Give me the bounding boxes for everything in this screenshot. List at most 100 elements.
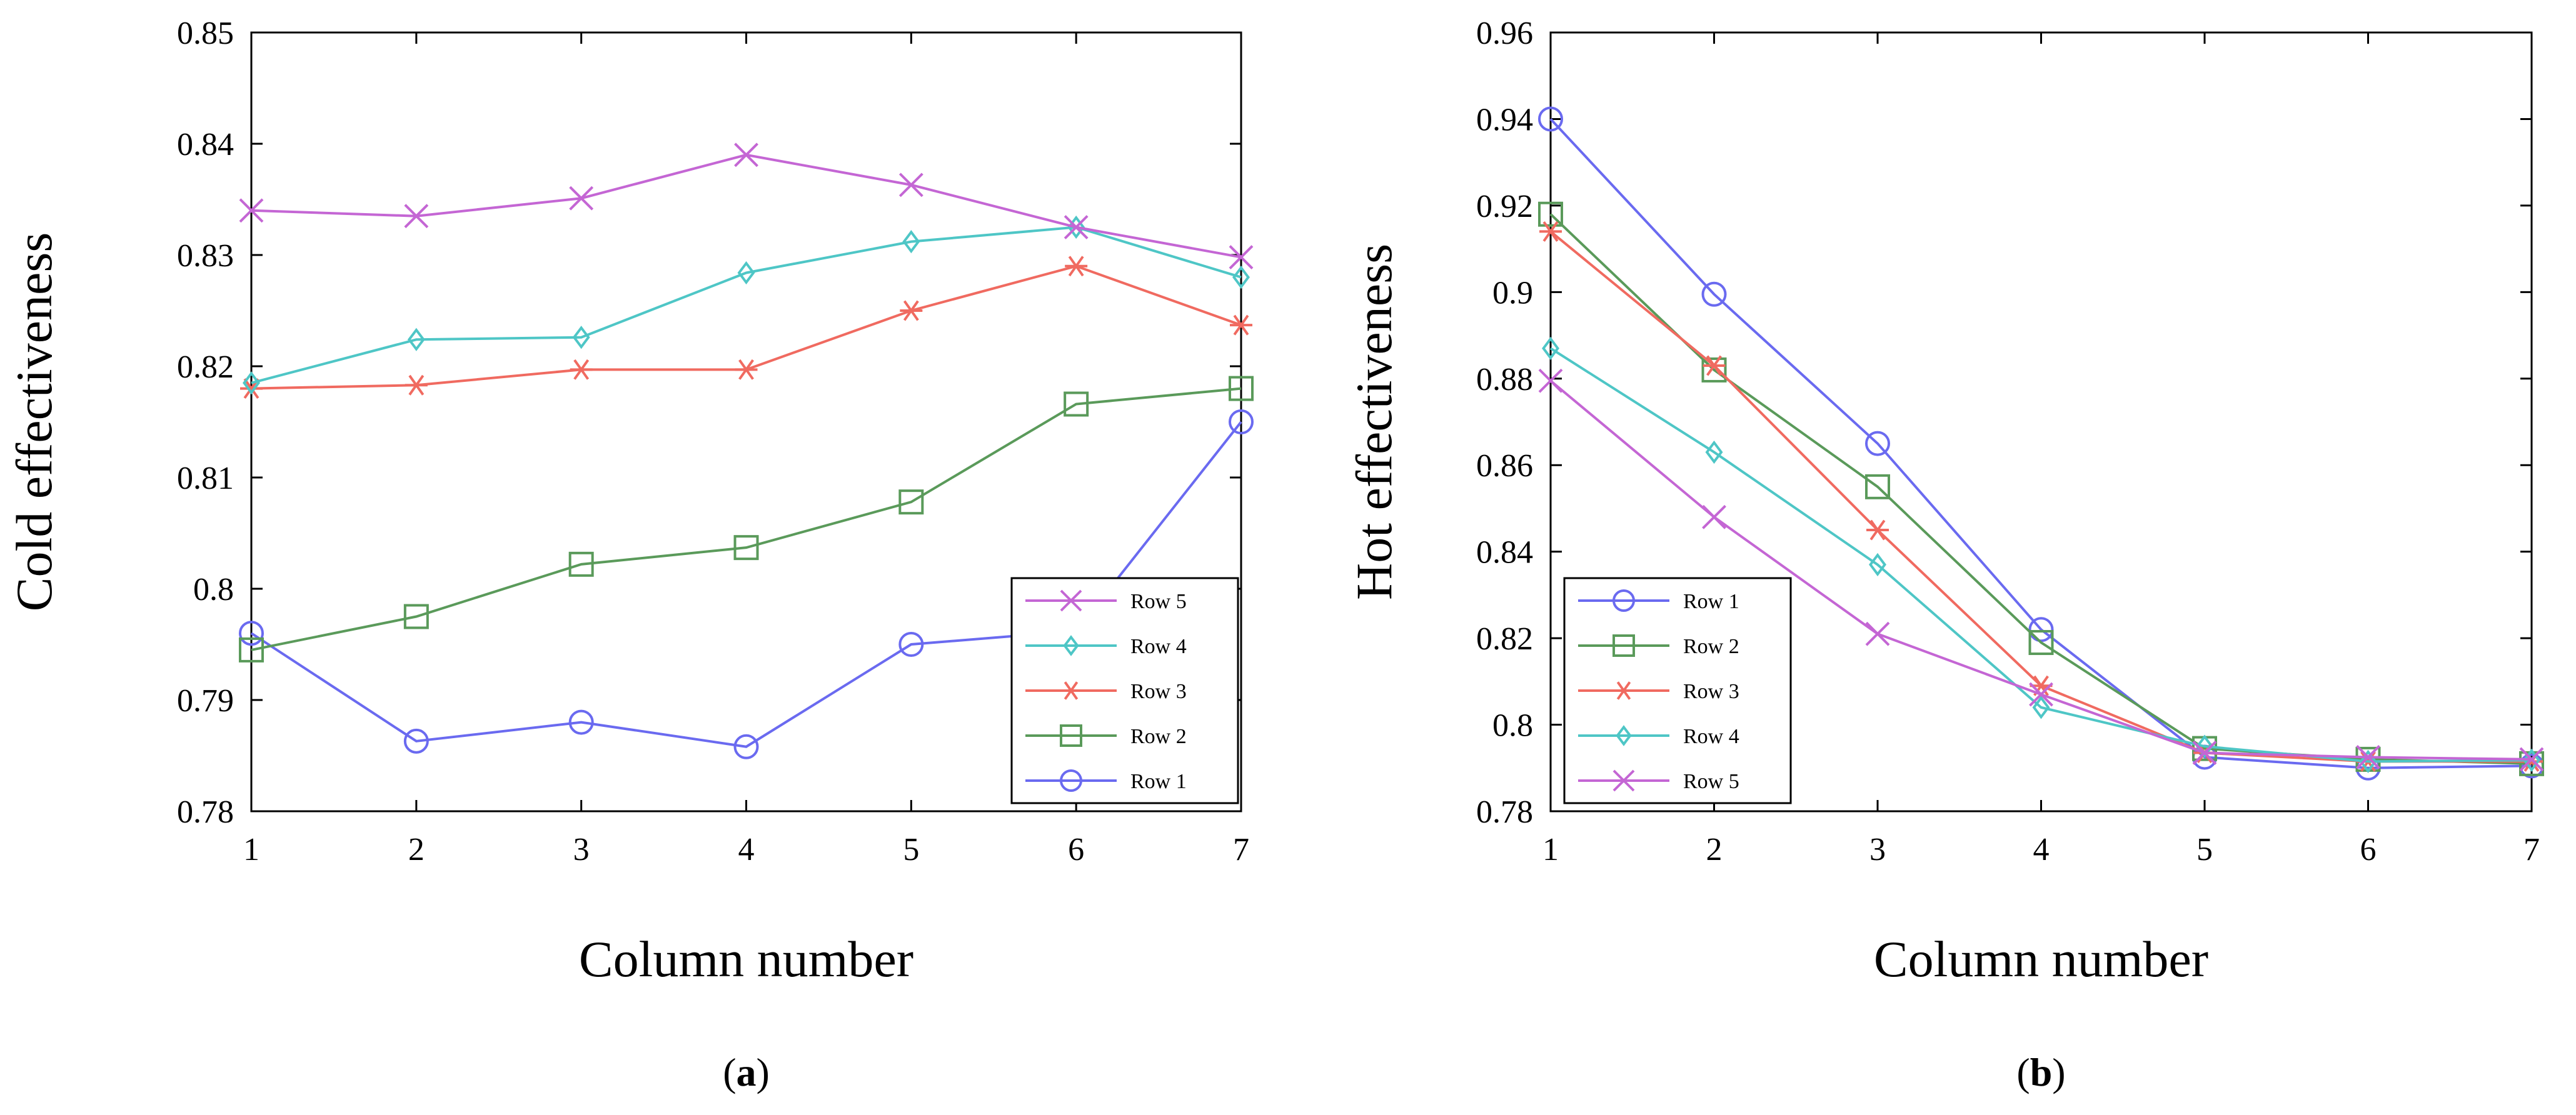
y-tick-label: 0.82 — [1476, 621, 1533, 657]
data-point — [239, 637, 264, 662]
data-point — [572, 326, 590, 349]
legend-item: Row 4 — [1025, 635, 1187, 658]
series-line — [251, 226, 1242, 384]
data-point — [1230, 314, 1252, 336]
legend-label: Row 1 — [1130, 770, 1187, 793]
legend-item: Row 5 — [1578, 769, 1739, 793]
data-point — [1064, 391, 1089, 417]
y-tick-label: 0.78 — [177, 794, 234, 830]
x-tick-label: 1 — [243, 832, 259, 868]
x-axis-label: Column number — [579, 931, 913, 988]
legend-marker — [1060, 589, 1082, 612]
legend: Row 1 Row 2 Row 3 Row 4 Row 5 — [1563, 577, 1792, 804]
y-tick-label: 0.88 — [1476, 362, 1533, 398]
y-tick-label: 0.8 — [1492, 708, 1533, 744]
data-point — [1705, 440, 1723, 464]
x-tick-label: 2 — [408, 832, 425, 868]
data-point — [1703, 355, 1726, 376]
data-point — [568, 709, 594, 735]
panel-label: (a) — [723, 1050, 770, 1094]
y-tick-label: 0.81 — [177, 461, 234, 496]
series-row-4 — [243, 215, 1250, 395]
x-tick-label: 2 — [1706, 832, 1723, 868]
chart-b: 1 2 3 4 5 6 7 0.78 0.8 0.82 0.84 0.86 0.88 0.9 0.92 0.9… — [1346, 16, 2544, 1094]
legend-marker — [1060, 769, 1082, 792]
data-point — [569, 186, 594, 211]
data-point — [403, 604, 429, 629]
data-point — [733, 734, 759, 759]
data-point — [2519, 747, 2544, 772]
data-point — [1538, 368, 1563, 393]
panel-label: (b) — [2016, 1050, 2065, 1094]
legend-label: Row 5 — [1130, 590, 1187, 613]
data-point — [1538, 106, 1563, 132]
data-point — [735, 359, 758, 380]
data-point — [2032, 696, 2050, 719]
data-point — [1865, 474, 1890, 499]
x-tick-label: 1 — [1542, 832, 1559, 868]
data-point — [1539, 221, 1562, 242]
series-line — [251, 153, 1242, 259]
data-point — [898, 172, 923, 198]
data-point — [2028, 617, 2054, 642]
legend-item: Row 2 — [1578, 634, 1739, 658]
y-tick-label: 0.84 — [1476, 535, 1533, 571]
data-point — [1538, 201, 1563, 227]
data-point — [1702, 504, 1726, 529]
data-point — [568, 551, 594, 577]
legend: Row 5 Row 4 Row 3 Row 2 Row 1 — [1010, 577, 1239, 804]
data-point — [570, 359, 593, 380]
data-point — [1065, 256, 1088, 277]
y-tick-label: 0.92 — [1476, 189, 1533, 224]
x-tick-label: 5 — [2196, 832, 2213, 868]
series-row-5 — [1538, 368, 2544, 772]
y-tick-label: 0.84 — [177, 127, 234, 162]
legend-item: Row 3 — [1578, 680, 1739, 703]
data-point — [2356, 745, 2380, 769]
data-point — [1229, 409, 1254, 434]
x-tick-label: 3 — [573, 832, 590, 868]
y-tick-label: 0.78 — [1476, 794, 1533, 830]
legend-item: Row 2 — [1025, 724, 1187, 748]
y-tick-label: 0.79 — [177, 683, 234, 719]
data-point — [1229, 376, 1254, 401]
y-tick-label: 0.82 — [177, 349, 234, 385]
x-tick-label: 7 — [1233, 832, 1249, 868]
y-axis-label: Cold effectiveness — [6, 232, 63, 611]
data-point — [737, 261, 755, 285]
data-point — [2192, 741, 2217, 765]
data-point — [243, 371, 260, 395]
x-tick-label: 3 — [1869, 832, 1886, 868]
data-point — [404, 204, 429, 229]
data-point — [1232, 265, 1250, 289]
data-point — [1064, 215, 1089, 239]
series-row-2 — [239, 376, 1254, 662]
series-row-3 — [240, 256, 1252, 399]
data-point — [1701, 357, 1727, 382]
y-tick-label: 0.83 — [177, 238, 234, 274]
legend-item: Row 4 — [1578, 725, 1739, 748]
legend-label: Row 3 — [1130, 680, 1187, 703]
data-point — [1542, 336, 1559, 360]
x-tick-label: 5 — [903, 832, 919, 868]
legend-label: Row 4 — [1130, 635, 1187, 658]
series-line — [1549, 347, 2532, 763]
legend-marker — [1616, 725, 1632, 746]
x-axis-label: Column number — [1874, 931, 2208, 988]
series-row-1 — [1538, 106, 2544, 781]
legend-marker — [1614, 681, 1634, 700]
y-tick-label: 0.9 — [1492, 275, 1533, 311]
data-point — [239, 621, 264, 646]
y-tick-label: 0.96 — [1476, 16, 1533, 51]
data-point — [403, 728, 429, 754]
x-tick-label: 4 — [2033, 832, 2050, 868]
data-point — [405, 374, 428, 396]
y-tick-label: 0.94 — [1476, 102, 1533, 138]
x-tick-label: 6 — [1068, 832, 1084, 868]
data-point — [1865, 621, 1890, 646]
chart-a: 1 2 3 4 5 6 7 0.78 0.79 0.8 0.81 0.82 0.83 0.84 0.85 Co… — [6, 16, 1254, 1094]
legend-item: Row 5 — [1025, 589, 1187, 613]
legend-marker — [1613, 769, 1635, 792]
data-point — [733, 535, 759, 561]
